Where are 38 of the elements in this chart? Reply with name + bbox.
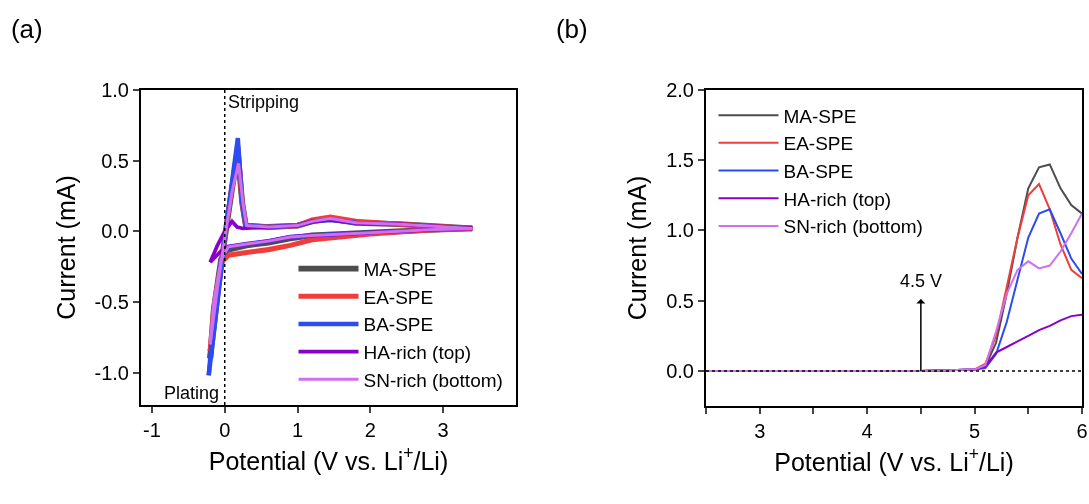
y-tick-label: 1.0 (666, 219, 694, 242)
y-axis-title: Current (mA) (623, 175, 652, 321)
legend-label: BA-SPE (783, 160, 854, 182)
y-tick-label: 1.5 (666, 149, 694, 172)
legend-label: MA-SPE (783, 105, 857, 127)
legend-label: HA-rich (top) (783, 188, 892, 210)
y-tick-label: 1.0 (101, 79, 129, 101)
x-tick-label: 0 (219, 419, 231, 441)
x-tick-label: 4 (861, 420, 873, 442)
y-tick-label: 0.5 (666, 289, 694, 312)
y-tick-label: 2.0 (666, 79, 694, 101)
x-axis-title: Potential (V vs. Li$^{+}$/Li) (208, 443, 449, 475)
x-tick-label: -1 (143, 419, 161, 441)
legend-label: MA-SPE (363, 258, 437, 280)
x-tick-label: 2 (364, 419, 376, 441)
legend-label: EA-SPE (363, 286, 434, 308)
y-axis-title: Current (mA) (51, 175, 80, 320)
x-tick-label: 6 (1076, 420, 1088, 442)
annotation: Plating (164, 383, 220, 403)
y-tick-label: -1.0 (94, 361, 129, 384)
legend-label: SN-rich (bottom) (783, 216, 923, 238)
legend-label: BA-SPE (363, 314, 434, 336)
x-tick-label: 5 (969, 420, 981, 442)
chart-title: (b) (555, 14, 588, 45)
y-tick-label: 0.0 (666, 359, 694, 382)
y-tick-label: 0.0 (101, 220, 129, 243)
legend-label: SN-rich (bottom) (363, 369, 503, 391)
legend-label: EA-SPE (783, 133, 854, 155)
chart-title: (a) (10, 14, 43, 45)
annotation: Stripping (228, 92, 300, 112)
legend-label: HA-rich (top) (363, 342, 472, 364)
y-tick-label: 0.5 (101, 149, 129, 172)
annotation: 4.5 V (900, 271, 943, 291)
x-axis-title: Potential (V vs. Li$^{+}$/Li) (774, 444, 1014, 476)
x-tick-label: 3 (754, 420, 766, 442)
x-tick-label: 1 (291, 419, 304, 441)
y-tick-label: -0.5 (94, 290, 129, 313)
x-tick-label: 3 (437, 419, 449, 441)
